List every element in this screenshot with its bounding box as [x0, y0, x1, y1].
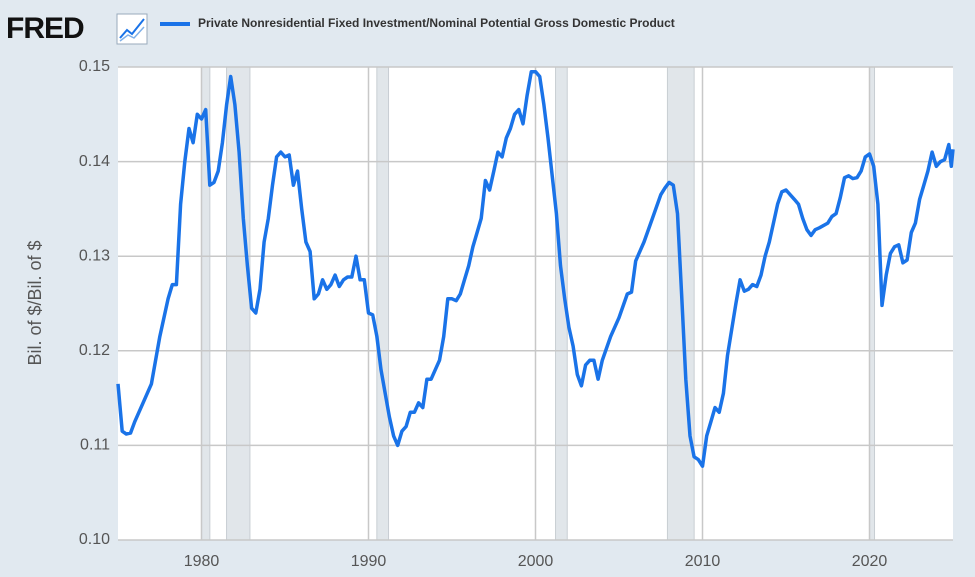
- y-axis-label: Bil. of $/Bil. of $: [25, 240, 45, 365]
- recession-band: [376, 66, 390, 541]
- y-tick-label: 0.12: [79, 342, 110, 359]
- y-tick-label: 0.13: [79, 247, 110, 264]
- x-tick-label: 1980: [184, 553, 220, 570]
- y-tick-label: 0.11: [80, 437, 110, 454]
- legend-label: Private Nonresidential Fixed Investment/…: [198, 16, 675, 30]
- y-tick-label: 0.14: [79, 153, 110, 170]
- recession-band: [869, 66, 876, 541]
- x-tick-label: 2010: [685, 553, 721, 570]
- series-line: [116, 69, 955, 468]
- y-tick-label: 0.15: [79, 58, 110, 75]
- logo-icon: [116, 13, 148, 45]
- x-tick-label: 2000: [518, 553, 554, 570]
- x-tick-label: 1990: [351, 553, 387, 570]
- x-tick-label: 2020: [852, 553, 888, 570]
- logo: FRED: [6, 12, 84, 45]
- y-tick-label: 0.10: [79, 531, 110, 548]
